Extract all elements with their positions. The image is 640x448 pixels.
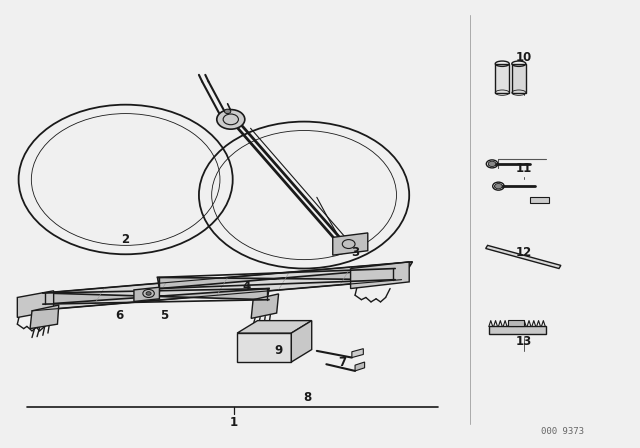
Polygon shape [531, 197, 549, 202]
Text: 2: 2 [122, 233, 130, 246]
Polygon shape [134, 287, 159, 302]
Polygon shape [237, 321, 312, 333]
Polygon shape [351, 262, 409, 289]
Text: 000 9373: 000 9373 [541, 426, 584, 435]
Text: 9: 9 [275, 345, 283, 358]
Text: 13: 13 [516, 336, 532, 349]
Polygon shape [486, 246, 561, 268]
Text: 7: 7 [339, 356, 346, 369]
Polygon shape [237, 333, 291, 362]
Circle shape [488, 161, 496, 167]
Text: 3: 3 [351, 246, 359, 259]
Circle shape [225, 109, 231, 114]
Text: 12: 12 [516, 246, 532, 259]
Text: 6: 6 [115, 309, 124, 322]
Text: 10: 10 [516, 51, 532, 64]
Polygon shape [489, 327, 546, 334]
Polygon shape [43, 289, 269, 304]
Text: 11: 11 [516, 162, 532, 175]
Polygon shape [251, 294, 278, 319]
Circle shape [146, 292, 151, 295]
Polygon shape [355, 362, 365, 371]
Text: 4: 4 [243, 280, 251, 293]
Polygon shape [291, 321, 312, 362]
Polygon shape [352, 349, 364, 358]
Circle shape [217, 110, 245, 129]
Polygon shape [32, 262, 412, 311]
Text: 1: 1 [230, 416, 238, 429]
Polygon shape [495, 64, 509, 93]
Polygon shape [508, 320, 524, 327]
Polygon shape [17, 291, 54, 318]
Polygon shape [157, 268, 395, 289]
Text: 8: 8 [303, 391, 312, 404]
Circle shape [495, 184, 502, 189]
Text: 5: 5 [160, 309, 168, 322]
Polygon shape [512, 64, 526, 93]
Polygon shape [333, 233, 368, 255]
Polygon shape [30, 305, 59, 329]
